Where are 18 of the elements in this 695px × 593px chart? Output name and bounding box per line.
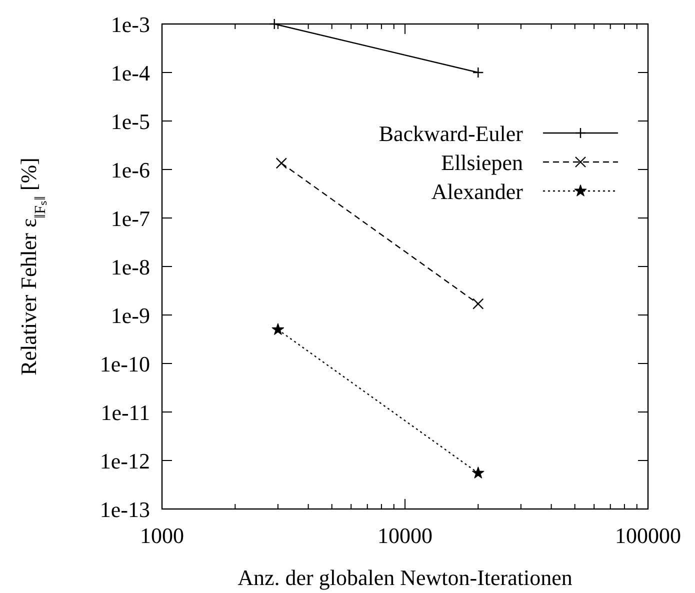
y-tick-label: 1e-10 bbox=[100, 352, 150, 376]
x-tick-label: 100000 bbox=[615, 523, 681, 548]
y-tick-label: 1e-11 bbox=[100, 400, 150, 425]
y-tick-label: 1e-6 bbox=[110, 158, 150, 182]
y-tick-label: 1e-5 bbox=[110, 109, 150, 134]
y-tick-label: 1e-4 bbox=[110, 60, 150, 86]
x-tick-label: 1000 bbox=[140, 523, 184, 548]
x-tick-label: 10000 bbox=[378, 523, 432, 548]
y-tick-label: 1e-12 bbox=[100, 448, 150, 474]
y-tick-label: 1e-3 bbox=[110, 12, 150, 37]
legend-label: Backward-Euler bbox=[378, 121, 524, 146]
y-tick-label: 1e-8 bbox=[110, 254, 150, 280]
y-tick-label: 1e-13 bbox=[100, 497, 150, 522]
legend-label: Ellsiepen bbox=[441, 150, 523, 175]
y-tick-label: 1e-7 bbox=[110, 206, 150, 231]
legend-label: Alexander bbox=[431, 179, 524, 204]
y-tick-label: 1e-9 bbox=[110, 303, 150, 328]
x-axis-title: Anz. der globalen Newton-Iterationen bbox=[238, 565, 572, 590]
